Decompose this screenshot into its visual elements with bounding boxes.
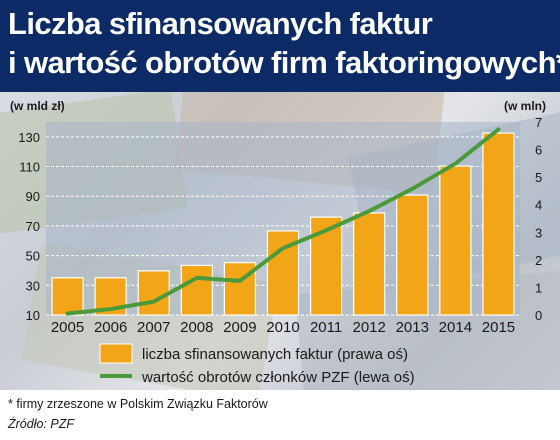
right-axis-unit: (w mln) <box>504 99 546 113</box>
left-tick-label: 110 <box>19 160 40 175</box>
left-axis-unit: (w mld zł) <box>10 99 65 113</box>
bar-2005 <box>51 277 84 316</box>
right-tick-label: 4 <box>535 198 542 213</box>
source-note: Źródło: PZF <box>8 417 74 431</box>
x-tick-label: 2012 <box>352 319 385 336</box>
x-tick-label: 2006 <box>94 319 127 336</box>
right-tick-label: 0 <box>535 308 542 323</box>
line-series <box>65 127 501 316</box>
right-tick-label: 1 <box>535 280 542 295</box>
bar-2008 <box>180 264 213 316</box>
legend-bar-swatch <box>99 343 133 364</box>
bar-2007 <box>137 270 170 316</box>
legend-bar-label: liczba sfinansowanych faktur (prawa oś) <box>142 346 408 363</box>
x-tick-label: 2013 <box>396 319 429 336</box>
x-axis-ticks: 2005 2006 2007 2008 2009 2010 2011 2012 2013 2014… <box>51 319 515 336</box>
footnote: * firmy zrzeszone w Polskim Związku Fakt… <box>8 397 268 411</box>
bar-2015 <box>482 132 515 316</box>
right-tick-label: 6 <box>535 143 542 158</box>
x-tick-label: 2005 <box>51 319 84 336</box>
left-axis-ticks: 10 30 50 70 90 110 130 <box>18 130 40 323</box>
right-tick-label: 7 <box>535 115 542 130</box>
bar-2014 <box>439 165 472 316</box>
chart-title-line-1: Liczba sfinansowanych faktur <box>8 6 433 41</box>
left-tick-label: 30 <box>26 278 40 293</box>
bar-2013 <box>396 194 429 316</box>
right-tick-label: 3 <box>535 225 542 240</box>
left-tick-label: 130 <box>18 130 40 145</box>
right-axis-ticks: 0 1 2 3 4 5 6 7 <box>535 115 542 323</box>
x-tick-label: 2014 <box>439 319 472 336</box>
left-tick-label: 10 <box>26 308 40 323</box>
bar-2012 <box>353 212 386 316</box>
legend: liczba sfinansowanych faktur (prawa oś) … <box>99 343 415 386</box>
x-tick-label: 2010 <box>266 319 299 336</box>
x-tick-label: 2009 <box>223 319 256 336</box>
x-tick-label: 2011 <box>310 319 342 336</box>
left-tick-label: 50 <box>26 249 40 264</box>
right-tick-label: 2 <box>535 253 542 268</box>
left-tick-label: 70 <box>26 219 40 234</box>
x-tick-label: 2008 <box>180 319 213 336</box>
x-tick-label: 2015 <box>482 319 515 336</box>
left-tick-label: 90 <box>26 189 40 204</box>
chart-title-line-2: i wartość obrotów firm faktoringowych* <box>8 45 560 80</box>
legend-line-label: wartość obrotów członków PZF (lewa oś) <box>141 369 415 386</box>
right-tick-label: 5 <box>535 170 542 185</box>
x-tick-label: 2007 <box>137 319 170 336</box>
bar-series <box>51 132 515 316</box>
title-banner: Liczba sfinansowanych faktur i wartość o… <box>0 0 560 92</box>
